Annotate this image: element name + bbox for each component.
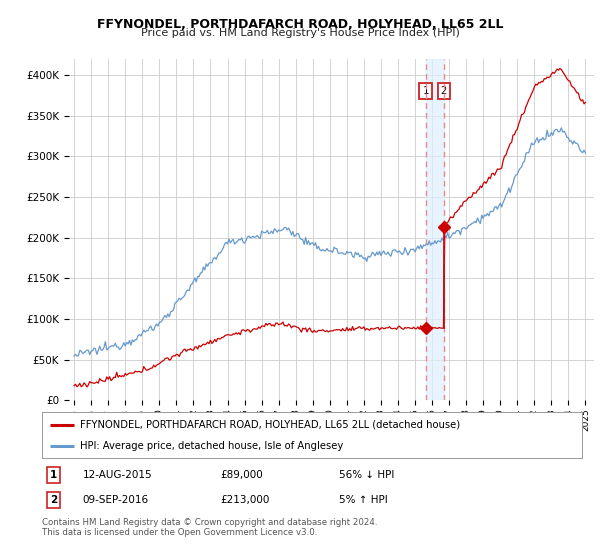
Text: 2: 2 <box>50 495 58 505</box>
Bar <box>425 59 444 400</box>
Text: 09-SEP-2016: 09-SEP-2016 <box>83 495 149 505</box>
Text: 1: 1 <box>50 470 58 479</box>
Text: 1: 1 <box>422 86 428 96</box>
Text: Contains HM Land Registry data © Crown copyright and database right 2024.
This d: Contains HM Land Registry data © Crown c… <box>42 518 377 538</box>
Text: FFYNONDEL, PORTHDAFARCH ROAD, HOLYHEAD, LL65 2LL: FFYNONDEL, PORTHDAFARCH ROAD, HOLYHEAD, … <box>97 18 503 31</box>
Text: £213,000: £213,000 <box>220 495 269 505</box>
Text: 2: 2 <box>441 86 447 96</box>
Text: 12-AUG-2015: 12-AUG-2015 <box>83 470 152 479</box>
Text: 56% ↓ HPI: 56% ↓ HPI <box>339 470 394 479</box>
Text: HPI: Average price, detached house, Isle of Anglesey: HPI: Average price, detached house, Isle… <box>80 441 343 451</box>
Text: 5% ↑ HPI: 5% ↑ HPI <box>339 495 388 505</box>
Text: Price paid vs. HM Land Registry's House Price Index (HPI): Price paid vs. HM Land Registry's House … <box>140 28 460 38</box>
Text: FFYNONDEL, PORTHDAFARCH ROAD, HOLYHEAD, LL65 2LL (detached house): FFYNONDEL, PORTHDAFARCH ROAD, HOLYHEAD, … <box>80 419 460 430</box>
Text: £89,000: £89,000 <box>220 470 263 479</box>
